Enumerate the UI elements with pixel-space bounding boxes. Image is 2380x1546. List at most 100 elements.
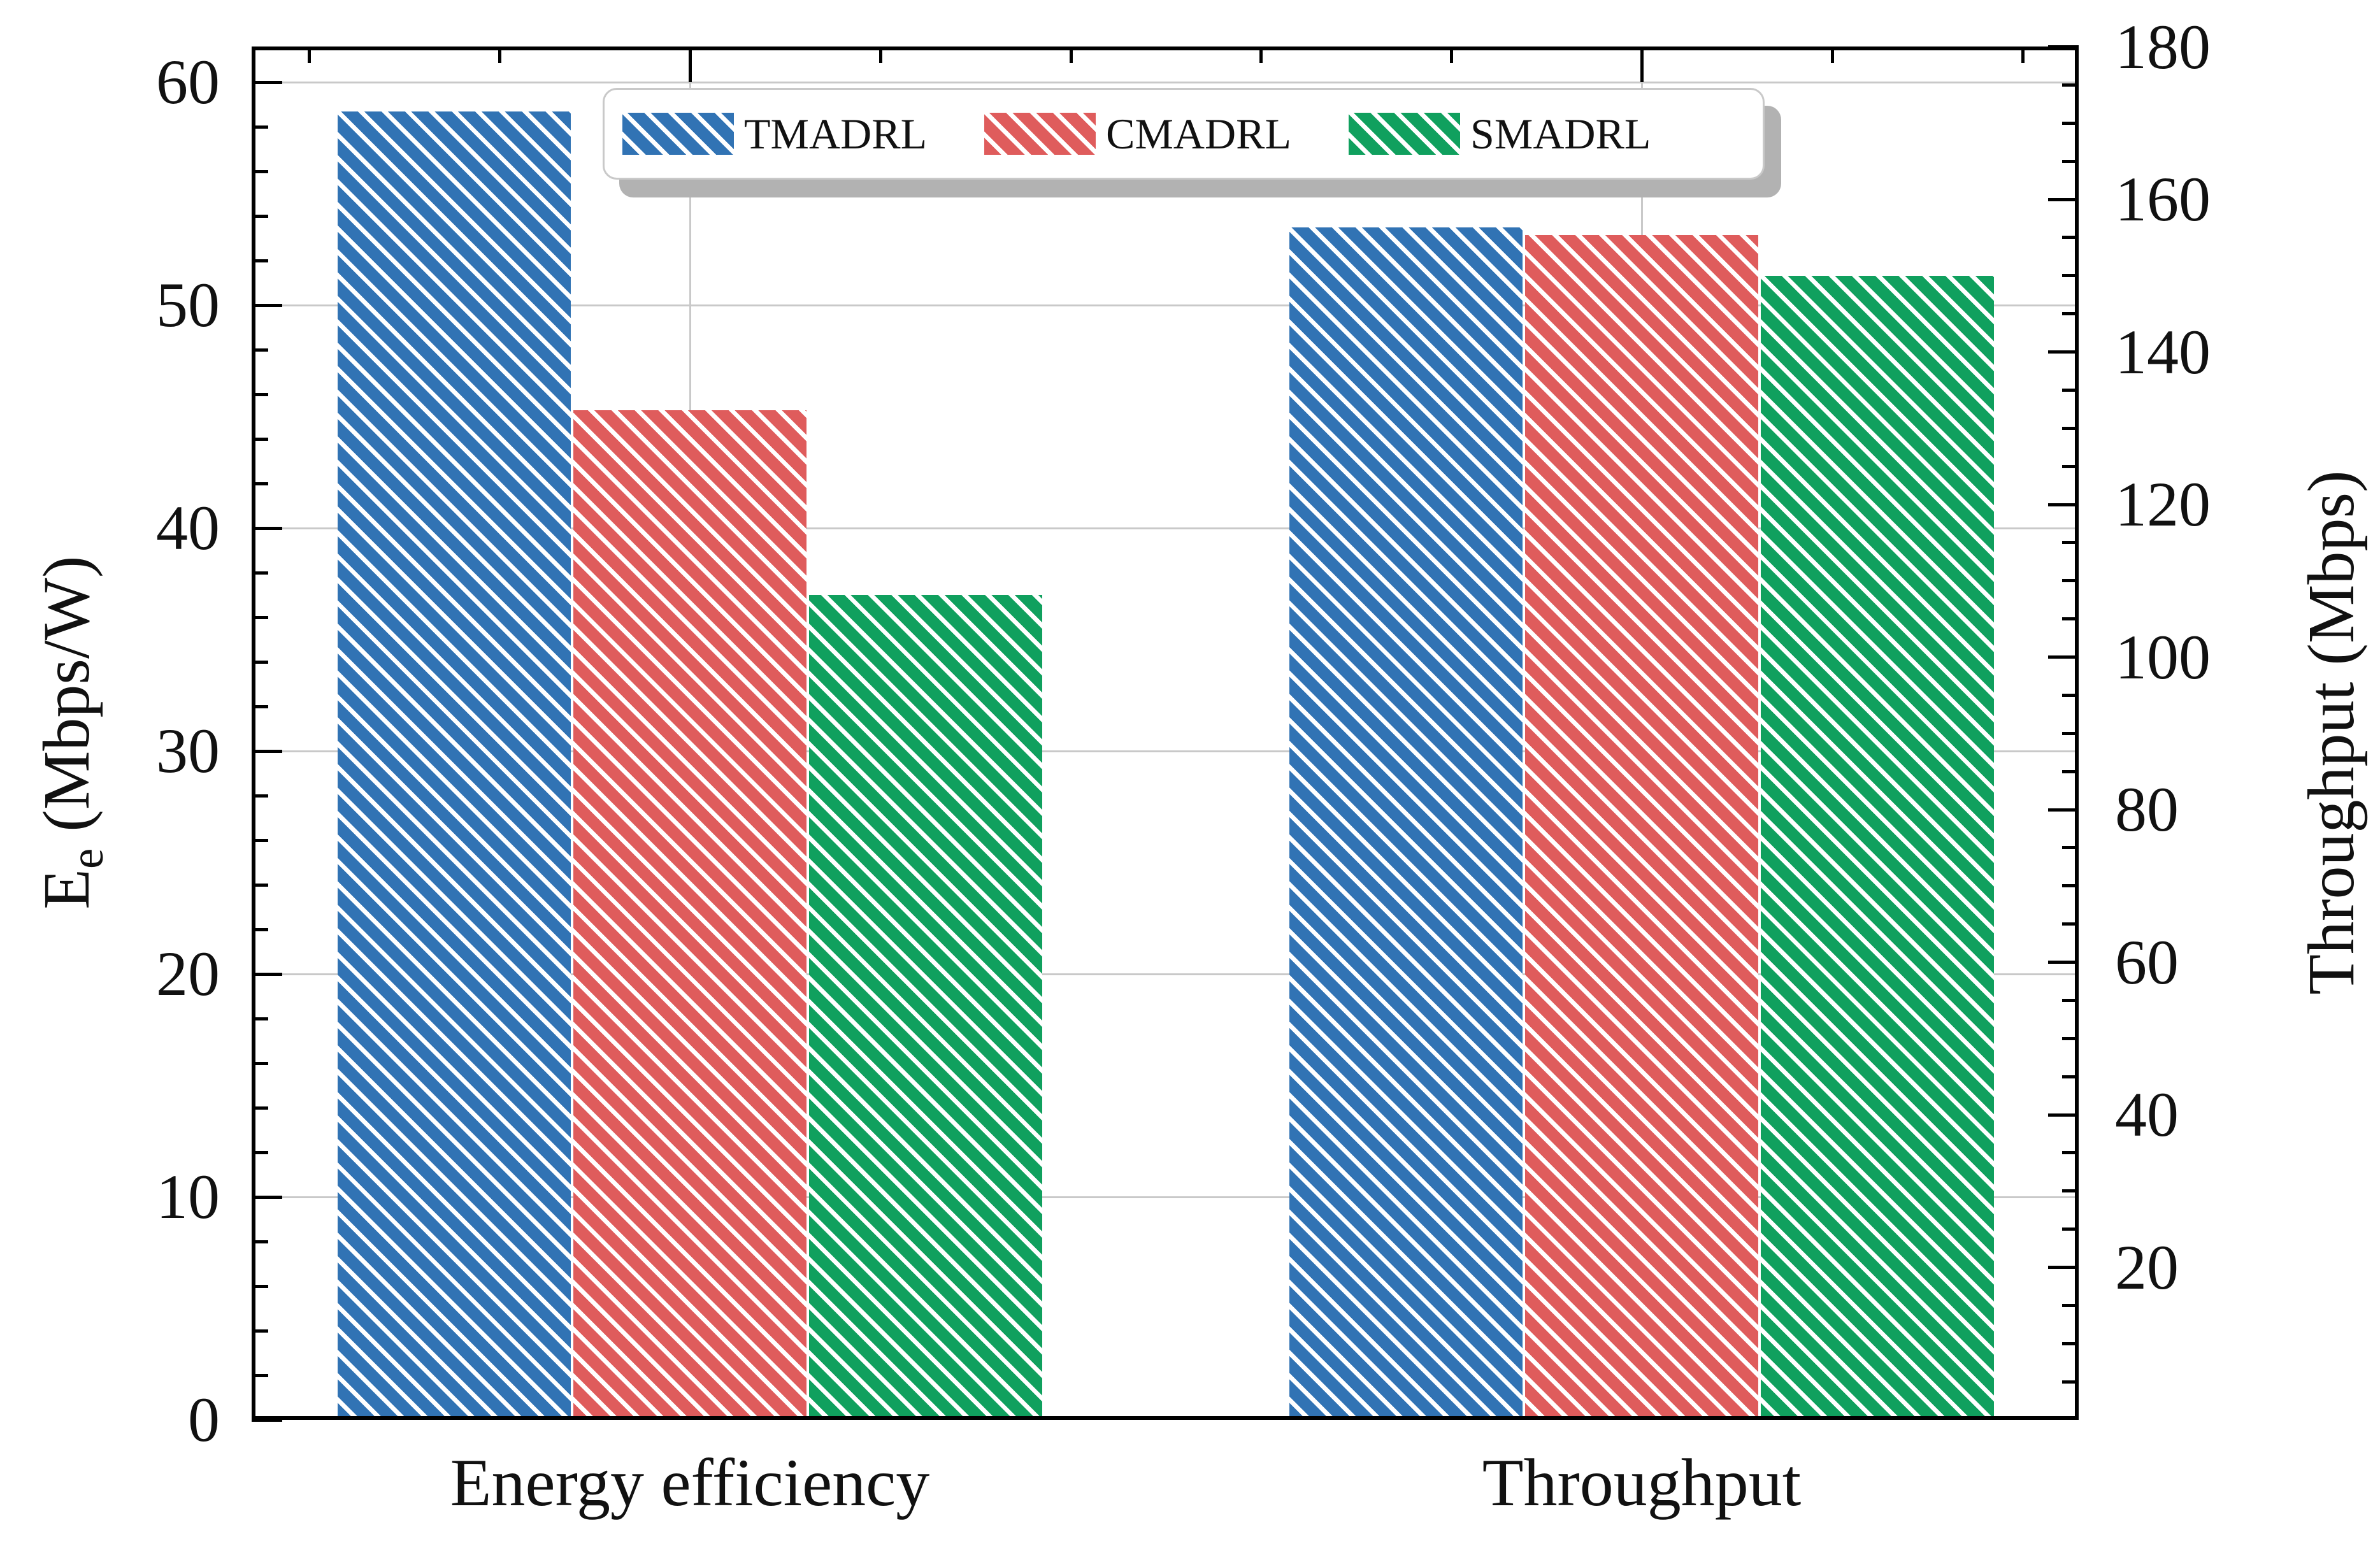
left-axis-tick-label-30: 30 bbox=[156, 715, 220, 786]
left-axis-minor-tick-6 bbox=[252, 1284, 268, 1288]
top-axis-minor-tick-5 bbox=[1449, 47, 1453, 63]
right-axis-major-tick-100 bbox=[2048, 655, 2079, 659]
right-axis-minor-tick-35 bbox=[2062, 1151, 2079, 1155]
top-spine bbox=[252, 47, 2079, 50]
right-axis-tick-label-40: 40 bbox=[2115, 1079, 2179, 1150]
left-axis-minor-tick-52 bbox=[252, 259, 268, 262]
left-axis-minor-tick-28 bbox=[252, 794, 268, 798]
left-axis-minor-tick-38 bbox=[252, 571, 268, 575]
left-axis-major-tick-10 bbox=[252, 1195, 282, 1199]
top-axis-minor-tick-3 bbox=[1069, 47, 1073, 63]
right-axis-minor-tick-125 bbox=[2062, 464, 2079, 468]
bar-tmadrl-energy-efficiency bbox=[338, 111, 571, 1420]
gridline-horizontal-10 bbox=[252, 1196, 2079, 1198]
left-axis-major-tick-50 bbox=[252, 303, 282, 307]
left-axis-minor-tick-32 bbox=[252, 705, 268, 708]
right-axis-minor-tick-145 bbox=[2062, 312, 2079, 316]
left-axis-minor-tick-24 bbox=[252, 883, 268, 887]
left-axis-minor-tick-42 bbox=[252, 482, 268, 485]
bottom-spine bbox=[252, 1416, 2079, 1420]
right-axis-major-tick-40 bbox=[2048, 1113, 2079, 1117]
top-axis-minor-tick-1 bbox=[498, 47, 501, 63]
right-axis-minor-tick-135 bbox=[2062, 388, 2079, 392]
left-axis-minor-tick-8 bbox=[252, 1240, 268, 1243]
left-axis-tick-label-10: 10 bbox=[156, 1161, 220, 1232]
left-axis-major-tick-60 bbox=[252, 80, 282, 84]
right-axis-minor-tick-95 bbox=[2062, 693, 2079, 697]
left-axis-minor-tick-48 bbox=[252, 348, 268, 352]
legend-swatch-cmadrl bbox=[984, 113, 1096, 155]
legend-swatch-smadrl bbox=[1349, 113, 1461, 155]
legend-label-smadrl: SMADRL bbox=[1470, 110, 1651, 158]
right-axis-minor-tick-10 bbox=[2062, 1342, 2079, 1345]
left-axis-minor-tick-22 bbox=[252, 927, 268, 931]
legend-label-tmadrl: TMADRL bbox=[744, 110, 928, 158]
right-axis-tick-label-140: 140 bbox=[2115, 316, 2211, 387]
category-label-energy-efficiency: Energy efficiency bbox=[450, 1445, 930, 1520]
right-axis-tick-label-20: 20 bbox=[2115, 1231, 2179, 1303]
right-axis-minor-tick-115 bbox=[2062, 541, 2079, 545]
legend-item-cmadrl: CMADRL bbox=[984, 112, 1291, 155]
right-axis-minor-tick-170 bbox=[2062, 121, 2079, 125]
left-axis-minor-tick-26 bbox=[252, 838, 268, 842]
plot-area bbox=[252, 45, 2079, 1422]
legend: TMADRL CMADRL SMADRL bbox=[603, 88, 1765, 180]
left-axis-minor-tick-58 bbox=[252, 125, 268, 129]
right-axis-minor-tick-30 bbox=[2062, 1189, 2079, 1193]
gridline-horizontal-40 bbox=[252, 527, 2079, 529]
left-axis-tick-label-50: 50 bbox=[156, 269, 220, 340]
left-axis-minor-tick-56 bbox=[252, 169, 268, 173]
gridline-horizontal-50 bbox=[252, 304, 2079, 306]
right-axis-minor-tick-45 bbox=[2062, 1075, 2079, 1078]
right-axis-minor-tick-5 bbox=[2062, 1380, 2079, 1384]
right-axis-minor-tick-65 bbox=[2062, 922, 2079, 926]
right-axis-tick-label-120: 120 bbox=[2115, 469, 2211, 540]
legend-label-cmadrl: CMADRL bbox=[1106, 110, 1292, 158]
right-axis-minor-tick-50 bbox=[2062, 1036, 2079, 1040]
right-axis-major-tick-160 bbox=[2048, 197, 2079, 201]
right-axis-minor-tick-105 bbox=[2062, 617, 2079, 621]
right-axis-minor-tick-110 bbox=[2062, 579, 2079, 583]
gridline-horizontal-60 bbox=[252, 81, 2079, 83]
right-axis-minor-tick-55 bbox=[2062, 998, 2079, 1002]
right-axis-tick-label-80: 80 bbox=[2115, 774, 2179, 845]
right-axis-major-tick-60 bbox=[2048, 961, 2079, 964]
bar-smadrl-energy-efficiency bbox=[809, 595, 1042, 1420]
right-axis-tick-label-100: 100 bbox=[2115, 621, 2211, 692]
right-axis-major-tick-120 bbox=[2048, 503, 2079, 506]
top-axis-minor-tick-0 bbox=[307, 47, 311, 63]
left-spine bbox=[252, 47, 255, 1420]
top-axis-minor-tick-2 bbox=[878, 47, 882, 63]
left-axis-tick-label-60: 60 bbox=[156, 47, 220, 117]
left-axis-major-tick-20 bbox=[252, 972, 282, 976]
right-axis-minor-tick-165 bbox=[2062, 159, 2079, 163]
left-axis-tick-label-0: 0 bbox=[188, 1384, 220, 1455]
left-axis-minor-tick-14 bbox=[252, 1106, 268, 1110]
top-axis-minor-tick-6 bbox=[1830, 47, 1834, 63]
right-axis-major-tick-20 bbox=[2048, 1266, 2079, 1269]
top-axis-minor-tick-7 bbox=[2021, 47, 2025, 63]
bar-cmadrl-energy-efficiency bbox=[573, 410, 806, 1420]
gridline-horizontal-30 bbox=[252, 750, 2079, 752]
bar-smadrl-throughput bbox=[1761, 275, 1994, 1420]
right-axis-minor-tick-85 bbox=[2062, 769, 2079, 773]
right-axis-minor-tick-175 bbox=[2062, 83, 2079, 87]
top-axis-major-tick-1 bbox=[1640, 47, 1644, 82]
left-axis-tick-label-20: 20 bbox=[156, 938, 220, 1009]
left-axis-major-tick-40 bbox=[252, 526, 282, 530]
left-axis-major-tick-0 bbox=[252, 1418, 282, 1422]
right-axis-minor-tick-15 bbox=[2062, 1303, 2079, 1307]
bar-cmadrl-throughput bbox=[1525, 235, 1758, 1420]
left-axis-title-main: E bbox=[30, 869, 103, 910]
right-axis-tick-label-180: 180 bbox=[2115, 11, 2211, 82]
right-spine bbox=[2075, 47, 2079, 1420]
gridline-horizontal-20 bbox=[252, 973, 2079, 975]
right-axis-tick-label-60: 60 bbox=[2115, 926, 2179, 998]
left-axis-minor-tick-54 bbox=[252, 214, 268, 218]
legend-swatch-tmadrl bbox=[622, 113, 734, 155]
right-axis-minor-tick-25 bbox=[2062, 1227, 2079, 1231]
right-axis-minor-tick-90 bbox=[2062, 731, 2079, 735]
right-axis-minor-tick-70 bbox=[2062, 884, 2079, 888]
left-axis-major-tick-30 bbox=[252, 749, 282, 753]
left-axis-minor-tick-18 bbox=[252, 1017, 268, 1020]
